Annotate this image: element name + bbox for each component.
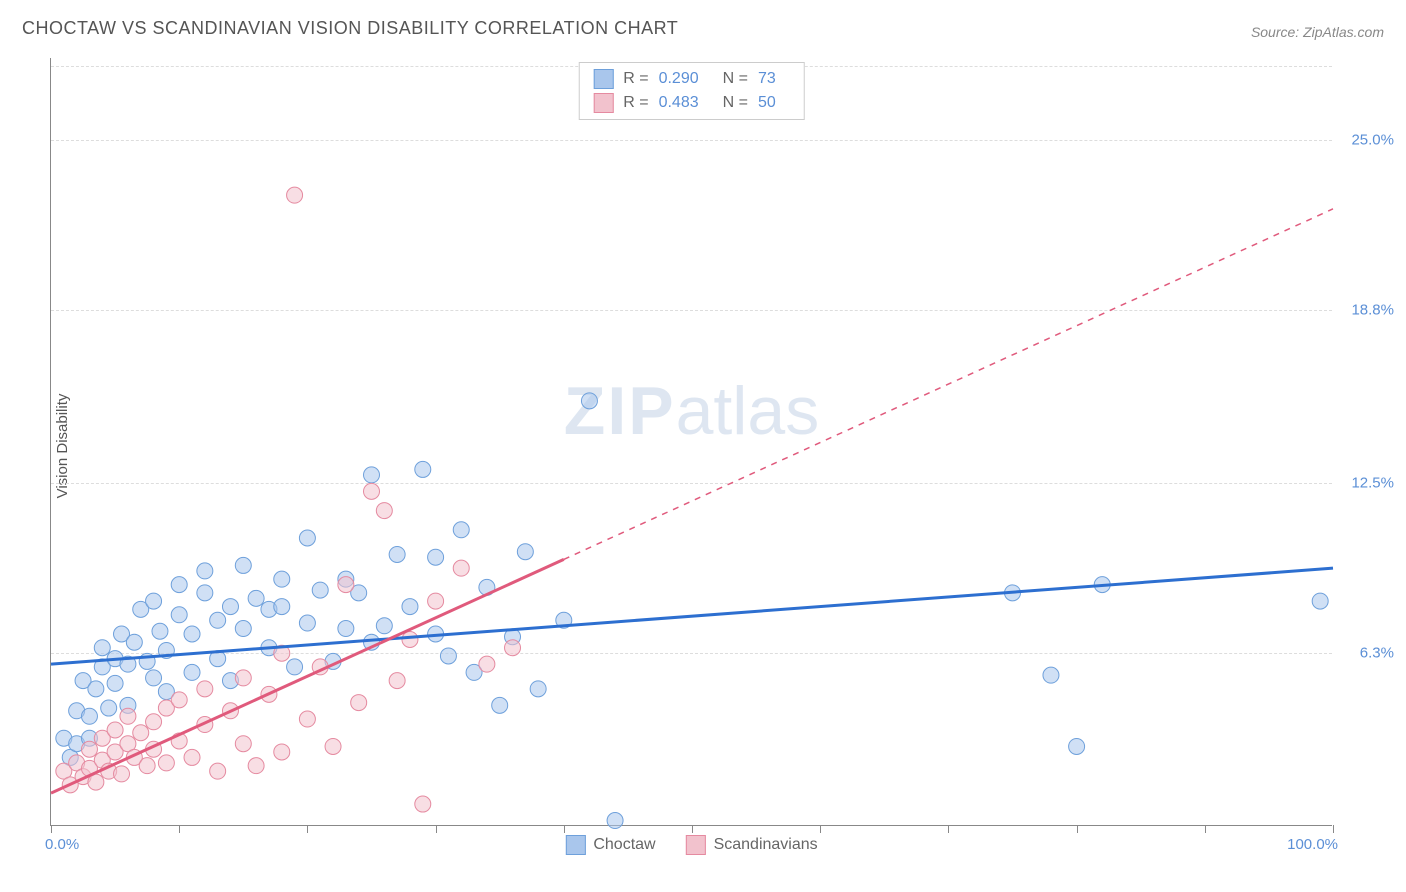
source-label: Source: ZipAtlas.com: [1251, 24, 1384, 40]
y-tick-label: 18.8%: [1351, 302, 1394, 319]
series-legend: Choctaw Scandinavians: [565, 835, 817, 855]
swatch-icon: [593, 69, 613, 89]
r-value: 0.290: [659, 70, 699, 88]
swatch-icon: [593, 93, 613, 113]
legend-item-choctaw: Choctaw: [565, 835, 655, 855]
y-tick-label: 6.3%: [1360, 645, 1394, 662]
x-axis-end-label: 100.0%: [1287, 836, 1338, 853]
y-tick-label: 25.0%: [1351, 132, 1394, 149]
y-tick-label: 12.5%: [1351, 475, 1394, 492]
legend-label: Choctaw: [593, 836, 655, 854]
legend-row-choctaw: R = 0.290 N = 73: [579, 67, 804, 91]
n-value: 73: [758, 70, 776, 88]
legend-label: Scandinavians: [714, 836, 818, 854]
plot-area: ZIPatlas 6.3%12.5%18.8%25.0% 0.0% 100.0%…: [50, 58, 1332, 826]
scatter-svg: [51, 58, 1332, 825]
r-value: 0.483: [659, 94, 699, 112]
correlation-legend: R = 0.290 N = 73 R = 0.483 N = 50: [578, 62, 805, 120]
n-label: N =: [723, 94, 748, 112]
swatch-icon: [565, 835, 585, 855]
swatch-icon: [686, 835, 706, 855]
n-value: 50: [758, 94, 776, 112]
r-label: R =: [623, 70, 648, 88]
r-label: R =: [623, 94, 648, 112]
n-label: N =: [723, 70, 748, 88]
x-axis-start-label: 0.0%: [45, 836, 79, 853]
legend-item-scandinavians: Scandinavians: [686, 835, 818, 855]
legend-row-scandinavians: R = 0.483 N = 50: [579, 91, 804, 115]
chart-title: CHOCTAW VS SCANDINAVIAN VISION DISABILIT…: [22, 18, 678, 39]
